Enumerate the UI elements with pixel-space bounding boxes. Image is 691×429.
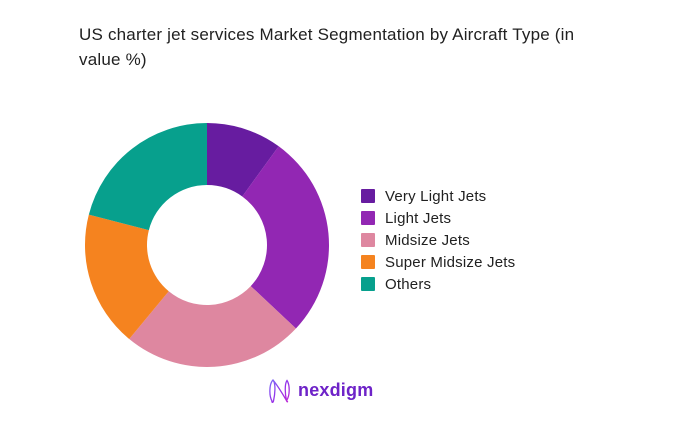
donut-segment: [85, 214, 169, 340]
legend-label: Super Midsize Jets: [385, 253, 516, 271]
donut-segment: [207, 123, 279, 197]
donut-segment: [129, 286, 296, 367]
legend-label: Very Light Jets: [385, 187, 487, 205]
legend-swatch: [361, 277, 375, 291]
legend-swatch: [361, 189, 375, 203]
legend-item: Midsize Jets: [361, 229, 515, 251]
legend-swatch: [361, 211, 375, 225]
legend-label: Light Jets: [385, 209, 452, 227]
legend-item: Very Light Jets: [361, 185, 515, 207]
donut-segment: [88, 123, 207, 231]
legend: Very Light Jets Light Jets Midsize Jets Sup…: [361, 185, 515, 295]
legend-item: Others: [361, 273, 515, 295]
donut-chart: [85, 123, 329, 367]
chart-title: US charter jet services Market Segmentat…: [79, 25, 575, 69]
legend-label: Midsize Jets: [385, 231, 470, 249]
legend-swatch: [361, 255, 375, 269]
legend-item: Light Jets: [361, 207, 515, 229]
legend-item: Super Midsize Jets: [361, 251, 515, 273]
legend-label: Others: [385, 275, 432, 293]
legend-swatch: [361, 233, 375, 247]
brand-wordmark: nexdigm: [298, 379, 374, 400]
brand-logo: nexdigm: [266, 376, 373, 404]
nexdigm-n-wave-icon: [269, 379, 290, 403]
donut-segment: [242, 146, 329, 329]
